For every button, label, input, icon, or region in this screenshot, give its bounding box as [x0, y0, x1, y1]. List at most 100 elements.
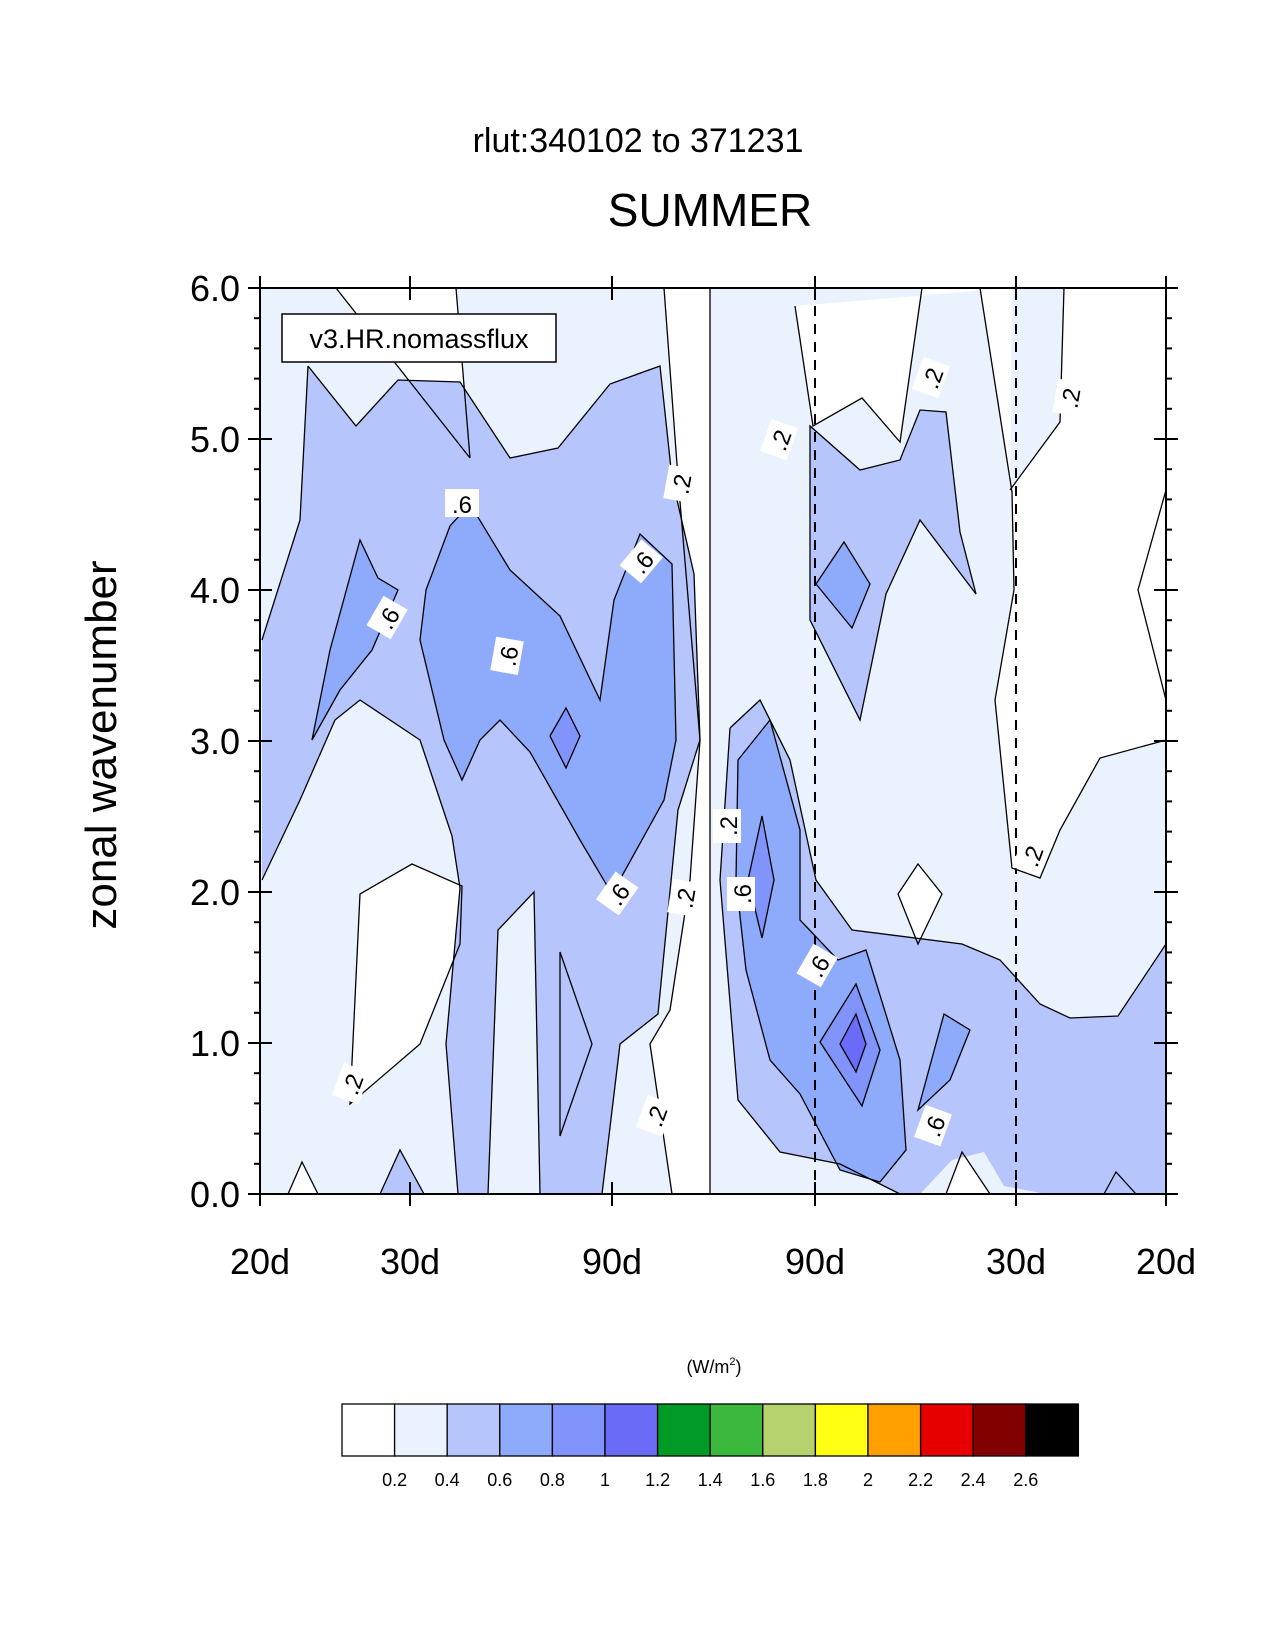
contour-labels: .2.2.2.2.2.2.2.2.2.6.6.6.6.6.6.6.6 — [332, 356, 1087, 1147]
colorbar-level-label: 2 — [863, 1470, 873, 1490]
contour-line — [487, 890, 541, 1195]
model-legend-frame — [281, 313, 557, 363]
contour-label-text: .6 — [494, 644, 524, 668]
contour-fill-level-0.6 — [816, 542, 870, 628]
colorbar-level-label: 1.4 — [698, 1470, 723, 1490]
x-tick-label: 30d — [380, 1241, 440, 1282]
colorbar-level-label: 1.8 — [803, 1470, 828, 1490]
colorbar-swatch — [656, 1403, 711, 1457]
contour-lines — [261, 287, 1167, 1195]
colorbar-swatch — [972, 1403, 1027, 1457]
contour-label: .6 — [914, 1104, 953, 1147]
contour-line — [735, 718, 907, 1183]
y-tick-marks — [248, 287, 1178, 1195]
contour-label-bg — [445, 489, 479, 517]
contour-line — [307, 365, 701, 1195]
contour-line — [916, 1012, 971, 1113]
colorbar-swatch — [446, 1403, 501, 1457]
contour-line — [1009, 287, 1065, 491]
contour-line — [747, 815, 775, 939]
colorbar-labels: 0.2 0.4 0.6 0.8 1 1.2 1.4 1.6 1.8 2 2.2 2.4 2.6 — [382, 1470, 1038, 1490]
y-tick-label: 1.0 — [190, 1023, 240, 1064]
colorbar-swatch — [919, 1403, 974, 1457]
colorbar-level-label: 0.6 — [487, 1470, 512, 1490]
contour-line — [559, 951, 593, 1137]
contour-label-bg — [490, 636, 524, 675]
colorbar-swatch — [604, 1403, 659, 1457]
contour-label: .6 — [490, 636, 525, 675]
contour-label-text: .2 — [671, 886, 701, 910]
colorbar-level-label: 2.4 — [961, 1470, 986, 1490]
y-tick-labels: 0.0 1.0 2.0 3.0 4.0 5.0 6.0 — [190, 268, 240, 1215]
x-tick-label: 90d — [582, 1241, 642, 1282]
y-tick-label: 5.0 — [190, 419, 240, 460]
contour-fill-level-0 — [898, 864, 942, 944]
contour-label-bg — [760, 418, 799, 461]
contour-label-bg — [667, 878, 701, 917]
contour-fill-level-0 — [946, 1152, 990, 1194]
contour-line — [379, 1148, 425, 1195]
contour-line — [1103, 1170, 1137, 1195]
contour-fill-level-0.4 — [810, 410, 976, 720]
y-tick-label: 2.0 — [190, 872, 240, 913]
colorbar-swatch — [814, 1403, 869, 1457]
model-legend-box: v3.HR.nomassflux — [281, 313, 557, 363]
contour-fill-level-0 — [350, 864, 462, 1104]
colorbar-level-label: 2.2 — [908, 1470, 933, 1490]
colorbar-level-label: 1.2 — [645, 1470, 670, 1490]
contour-line — [794, 287, 923, 444]
contour-line — [897, 862, 943, 946]
contour-line — [419, 502, 677, 896]
contour-line — [1137, 489, 1167, 701]
contour-label: .6 — [445, 489, 479, 519]
units-label: (W/m2) — [686, 1356, 741, 1377]
y-tick-label: 3.0 — [190, 721, 240, 762]
contour-label: .6 — [727, 877, 757, 911]
contour-label: .2 — [713, 809, 743, 843]
colorbar-swatch — [867, 1403, 922, 1457]
y-tick-label: 4.0 — [190, 570, 240, 611]
x-tick-label: 20d — [1136, 1241, 1196, 1282]
contour-label: .2 — [332, 1062, 371, 1105]
contour-label-text: .6 — [452, 492, 472, 519]
contour-fill-level-0.6 — [312, 540, 398, 740]
contour-label-text: .2 — [667, 472, 697, 496]
contour-fill-level-0.6 — [420, 504, 676, 894]
x-tick-label: 90d — [785, 1241, 845, 1282]
colorbar — [341, 1403, 1080, 1457]
contour-line — [261, 365, 309, 641]
colorbar-level-label: 0.2 — [382, 1470, 407, 1490]
contour-line — [819, 982, 881, 1108]
contour-fills — [260, 288, 1166, 1194]
units-label-close: ) — [736, 1357, 742, 1377]
contour-fill-level-0 — [288, 1162, 318, 1194]
contour-line — [809, 409, 977, 722]
contour-label-bg — [912, 356, 951, 399]
colorbar-level-label: 2.6 — [1013, 1470, 1038, 1490]
contour-label-bg — [713, 809, 741, 843]
chart-subtitle: rlut:340102 to 371231 — [473, 122, 804, 160]
contour-label-bg — [727, 877, 755, 911]
contour-fill-level-0.4 — [380, 1150, 424, 1194]
colorbar-swatch — [499, 1403, 554, 1457]
contour-line — [729, 698, 1167, 1019]
contour-line — [649, 287, 701, 1195]
colorbar-swatch — [1025, 1403, 1080, 1457]
period-reference-lines — [814, 288, 1017, 1194]
contour-label-bg — [796, 943, 838, 988]
contour-label-bg — [1012, 834, 1051, 877]
contour-label: .2 — [636, 1094, 675, 1137]
contour-fill-level-1 — [840, 1014, 866, 1072]
contour-label-bg — [595, 871, 639, 916]
chart-title: SUMMER — [608, 184, 812, 236]
model-legend-text: v3.HR.nomassflux — [309, 324, 529, 354]
colorbar-swatch — [341, 1403, 396, 1457]
y-tick-label: 0.0 — [190, 1174, 240, 1215]
contour-line — [945, 1150, 991, 1195]
plot-area: .2.2.2.2.2.2.2.2.2.6.6.6.6.6.6.6.6 0.01.… — [190, 268, 1196, 1282]
x-tick-labels: 20d 30d 90d 90d 30d 20d — [230, 1241, 1196, 1282]
colorbar-level-label: 1 — [600, 1470, 610, 1490]
colorbar-swatch — [393, 1403, 448, 1457]
contour-line — [349, 863, 463, 1106]
y-tick-label: 6.0 — [190, 268, 240, 309]
